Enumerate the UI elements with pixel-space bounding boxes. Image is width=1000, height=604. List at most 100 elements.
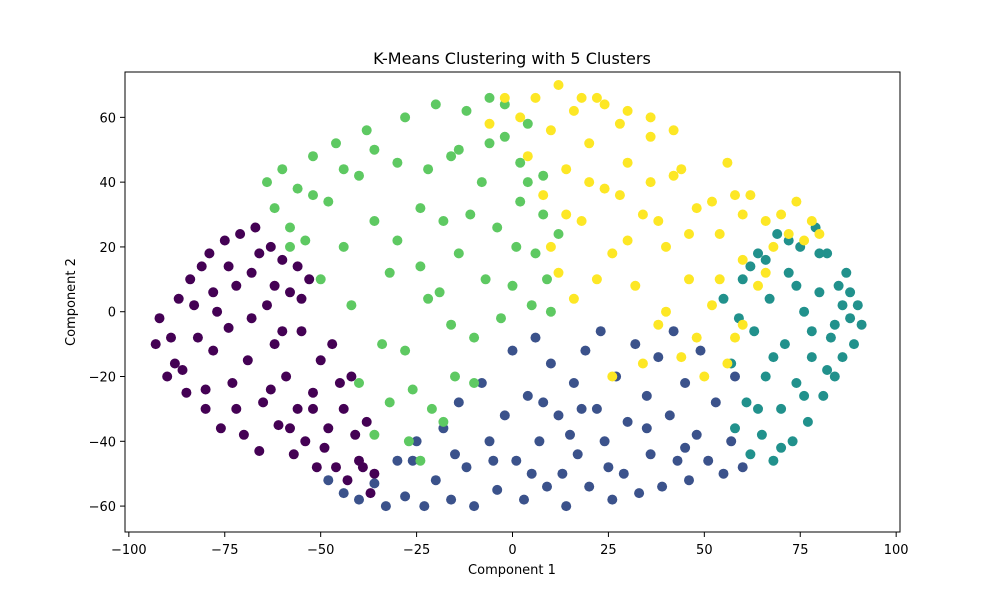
scatter-point [568, 293, 579, 304]
scatter-point [760, 216, 771, 226]
scatter-point [737, 274, 748, 285]
scatter-point [189, 300, 200, 311]
scatter-point [791, 196, 802, 207]
scatter-point [285, 241, 295, 252]
scatter-point [522, 390, 533, 401]
scatter-point [327, 339, 338, 350]
scatter-point [480, 274, 491, 285]
scatter-point [304, 274, 315, 285]
scatter-point [837, 300, 848, 311]
scatter-point [534, 436, 545, 447]
scatter-point [768, 241, 779, 252]
scatter-point [856, 319, 867, 330]
scatter-point [338, 488, 349, 499]
points-layer [150, 80, 867, 512]
scatter-point [273, 420, 284, 431]
scatter-point [476, 378, 487, 388]
scatter-point [223, 261, 234, 272]
scatter-point [292, 183, 303, 194]
scatter-point [507, 280, 518, 291]
scatter-point [545, 306, 556, 317]
scatter-point [231, 403, 242, 414]
scatter-point [691, 429, 702, 440]
scatter-point [603, 462, 614, 473]
y-tick-label: 60 [99, 111, 116, 126]
scatter-point [281, 371, 292, 382]
scatter-point [584, 138, 595, 149]
scatter-point [764, 293, 775, 304]
scatter-point [799, 306, 810, 317]
scatter-point [741, 397, 752, 408]
scatter-point [369, 429, 380, 440]
scatter-point [208, 345, 219, 356]
scatter-point [645, 112, 656, 123]
scatter-point [561, 209, 572, 220]
scatter-point [461, 105, 472, 116]
scatter-point [526, 468, 537, 479]
scatter-point [357, 462, 368, 473]
scatter-point [269, 339, 280, 350]
scatter-point [645, 449, 656, 460]
scatter-point [849, 339, 859, 350]
scatter-point [484, 436, 495, 447]
scatter-point [499, 410, 510, 421]
scatter-point [779, 339, 790, 350]
scatter-point [599, 99, 610, 110]
scatter-point [707, 300, 717, 311]
scatter-point [542, 274, 552, 285]
scatter-point [323, 423, 334, 434]
scatter-point [576, 216, 587, 226]
scatter-point [691, 203, 702, 214]
scatter-point [415, 203, 426, 214]
scatter-point [607, 371, 618, 382]
scatter-point [553, 229, 564, 239]
scatter-point [641, 423, 652, 434]
scatter-point [814, 248, 825, 259]
scatter-point [522, 177, 533, 188]
chart-title: K-Means Clustering with 5 Clusters [373, 49, 651, 68]
scatter-point [829, 319, 840, 330]
scatter-point [530, 248, 541, 259]
scatter-point [235, 229, 246, 239]
scatter-point [829, 371, 840, 382]
scatter-point [760, 254, 771, 265]
scatter-point [277, 164, 288, 175]
scatter-point [668, 326, 679, 337]
scatter-point [407, 384, 418, 395]
scatter-point [822, 248, 833, 259]
scatter-point [411, 436, 422, 447]
scatter-point [730, 371, 740, 382]
x-axis-label: Component 1 [468, 563, 556, 578]
scatter-point [799, 390, 810, 401]
scatter-point [538, 190, 549, 201]
y-tick-label: −60 [89, 500, 116, 515]
scatter-point [400, 112, 411, 123]
scatter-point [354, 170, 364, 181]
scatter-point [714, 229, 725, 239]
scatter-point [262, 177, 272, 188]
scatter-point [331, 462, 341, 473]
scatter-point [776, 209, 787, 220]
scatter-point [453, 144, 464, 155]
scatter-point [369, 216, 380, 226]
scatter-point [630, 280, 641, 291]
scatter-point [684, 229, 694, 239]
scatter-point [753, 280, 763, 291]
x-tick-label: 50 [696, 543, 713, 558]
scatter-point [607, 494, 618, 505]
scatter-point [323, 475, 334, 486]
scatter-point [783, 267, 794, 278]
scatter-point [430, 99, 441, 110]
x-tick-label: −100 [111, 543, 147, 558]
scatter-point [714, 274, 725, 285]
scatter-point [200, 384, 211, 395]
scatter-point [707, 196, 717, 207]
scatter-point [718, 468, 729, 479]
scatter-point [296, 293, 307, 304]
scatter-point [680, 378, 691, 388]
scatter-point [845, 287, 856, 298]
scatter-point [269, 203, 280, 214]
scatter-point [680, 442, 691, 453]
